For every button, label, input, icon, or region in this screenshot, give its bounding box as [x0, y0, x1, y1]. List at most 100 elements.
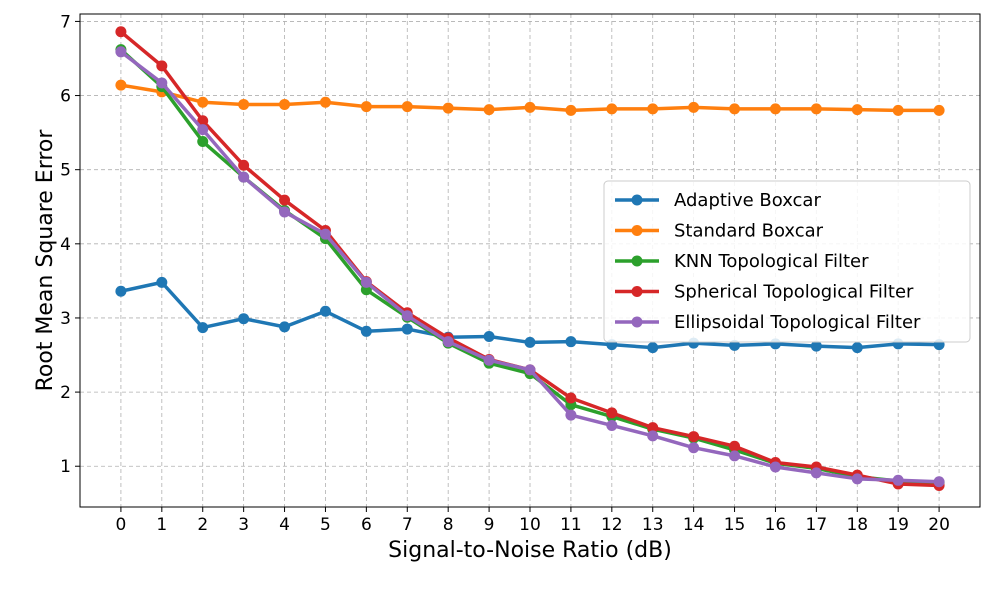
data-point — [729, 103, 741, 115]
data-point — [115, 26, 127, 38]
legend-swatch-marker — [631, 194, 643, 206]
x-tick-label: 10 — [519, 515, 541, 535]
series-4 — [115, 46, 945, 488]
data-point — [565, 409, 577, 421]
series-1 — [115, 79, 945, 116]
data-point — [729, 339, 741, 351]
data-point — [769, 461, 781, 473]
data-point — [606, 407, 618, 419]
data-point — [565, 392, 577, 404]
legend-item: Adaptive Boxcar — [615, 190, 821, 211]
y-tick-label: 3 — [60, 309, 71, 329]
legend-item: KNN Topological Filter — [615, 251, 869, 272]
x-tick-label: 4 — [279, 515, 290, 535]
y-tick-label: 6 — [60, 87, 71, 107]
x-tick-label: 16 — [765, 515, 787, 535]
data-point — [647, 103, 659, 115]
data-point — [565, 336, 577, 348]
data-point — [442, 336, 454, 348]
data-point — [279, 321, 291, 333]
legend-label: Ellipsoidal Topological Filter — [674, 312, 921, 333]
data-point — [238, 313, 250, 325]
data-point — [810, 340, 822, 352]
x-tick-label: 5 — [320, 515, 331, 535]
data-point — [688, 101, 700, 113]
legend-item: Spherical Topological Filter — [615, 282, 914, 303]
data-point — [115, 285, 127, 297]
data-point — [933, 104, 945, 116]
data-point — [688, 442, 700, 454]
data-point — [401, 323, 413, 335]
data-point — [279, 194, 291, 206]
data-point — [279, 98, 291, 110]
data-point — [483, 354, 495, 366]
legend-label: Standard Boxcar — [674, 221, 824, 242]
x-tick-label: 14 — [683, 515, 705, 535]
data-point — [769, 103, 781, 115]
legend: Adaptive Boxcar Standard Boxcar KNN Topolo… — [603, 180, 971, 343]
data-point — [279, 206, 291, 218]
x-tick-label: 3 — [238, 515, 249, 535]
data-point — [647, 430, 659, 442]
data-point — [319, 305, 331, 317]
data-point — [851, 104, 863, 116]
data-point — [892, 104, 904, 116]
y-tick-label: 4 — [60, 235, 71, 255]
x-tick-label: 20 — [928, 515, 950, 535]
x-tick-label: 17 — [806, 515, 828, 535]
data-point — [156, 77, 168, 89]
data-point — [729, 450, 741, 462]
y-tick-label: 5 — [60, 161, 71, 181]
x-tick-label: 6 — [361, 515, 372, 535]
data-point — [933, 476, 945, 488]
y-axis-label: Root Mean Square Error — [33, 129, 58, 392]
legend-item: Ellipsoidal Topological Filter — [615, 312, 921, 333]
data-point — [197, 96, 209, 108]
legend-label: KNN Topological Filter — [674, 251, 869, 272]
data-point — [483, 330, 495, 342]
data-point — [238, 159, 250, 171]
data-point — [851, 342, 863, 354]
data-point — [729, 440, 741, 452]
data-point — [360, 101, 372, 113]
x-tick-label: 9 — [484, 515, 495, 535]
data-point — [319, 96, 331, 108]
data-point — [197, 136, 209, 148]
data-point — [810, 103, 822, 115]
series-lines — [115, 26, 945, 492]
x-tick-label: 18 — [846, 515, 868, 535]
data-point — [688, 431, 700, 443]
x-tick-label: 11 — [560, 515, 582, 535]
data-point — [156, 276, 168, 288]
x-axis-ticks: 0 1 2 3 4 5 6 7 8 9 10 11 12 13 14 15 16 17 18 19 20 — [115, 507, 950, 535]
data-point — [442, 102, 454, 114]
legend-label: Spherical Topological Filter — [674, 282, 914, 303]
x-tick-label: 19 — [887, 515, 909, 535]
legend-box — [603, 180, 971, 343]
data-point — [524, 336, 536, 348]
y-axis-ticks: 1 2 3 4 5 6 7 — [60, 12, 80, 477]
data-point — [238, 98, 250, 110]
data-point — [156, 60, 168, 72]
x-tick-label: 7 — [402, 515, 413, 535]
data-point — [524, 364, 536, 376]
data-point — [647, 342, 659, 354]
data-point — [319, 228, 331, 240]
data-point — [115, 46, 127, 58]
data-point — [238, 171, 250, 183]
data-point — [360, 325, 372, 337]
y-tick-label: 7 — [60, 12, 71, 32]
legend-label: Adaptive Boxcar — [674, 190, 821, 211]
x-axis-label: Signal-to-Noise Ratio (dB) — [388, 538, 672, 563]
x-tick-label: 8 — [443, 515, 454, 535]
data-point — [810, 467, 822, 479]
data-point — [483, 104, 495, 116]
x-tick-label: 13 — [642, 515, 664, 535]
x-tick-label: 12 — [601, 515, 623, 535]
x-tick-label: 0 — [115, 515, 126, 535]
y-tick-label: 2 — [60, 383, 71, 403]
data-point — [892, 474, 904, 486]
data-point — [197, 115, 209, 127]
data-point — [565, 104, 577, 116]
legend-swatch-marker — [631, 316, 643, 328]
